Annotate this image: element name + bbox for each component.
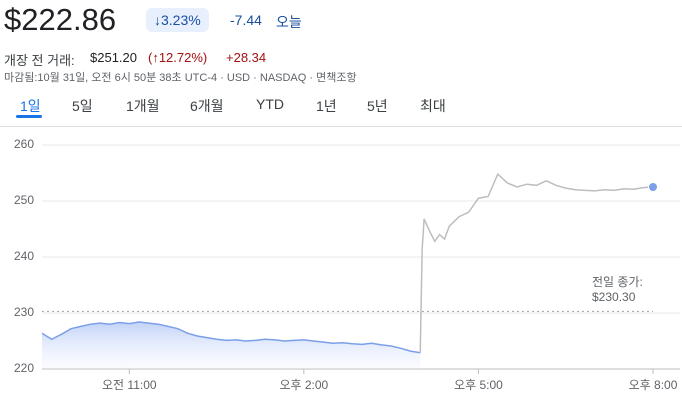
tab[interactable]: 6개월 bbox=[190, 98, 224, 114]
x-tick-label: 오전 11:00 bbox=[102, 378, 157, 392]
x-tick-label: 오후 8:00 bbox=[629, 378, 678, 392]
connector bbox=[419, 248, 423, 353]
tab[interactable]: 5년 bbox=[367, 98, 388, 114]
last-point bbox=[648, 182, 658, 192]
chart: 220 230 240 250 260 오전 11:00 오후 2:00 오후 5:00 오후 … bbox=[14, 137, 680, 392]
previous-close-label: 전일 종가: bbox=[592, 275, 643, 289]
change-percent: ↓3.23% bbox=[146, 8, 209, 32]
info: 마감됨:10월 31일, 오전 6시 50분 38초 UTC-4 · USD ·… bbox=[4, 72, 357, 84]
tab[interactable]: YTD bbox=[256, 96, 284, 112]
tab[interactable]: 1일 bbox=[20, 98, 41, 114]
change: -7.44 bbox=[230, 12, 262, 28]
tab[interactable]: 1개월 bbox=[126, 98, 160, 114]
tab[interactable]: 1년 bbox=[316, 98, 337, 114]
y-tick-label: 250 bbox=[14, 193, 34, 207]
y-tick-label: 220 bbox=[14, 361, 34, 375]
area bbox=[42, 322, 421, 369]
price-line bbox=[41, 321, 421, 354]
tab[interactable]: 5일 bbox=[72, 98, 93, 114]
premarket-label: 개장 전 거래: bbox=[4, 53, 75, 68]
tab[interactable]: 최대 bbox=[420, 98, 446, 114]
y-tick-label: 240 bbox=[14, 249, 34, 263]
y-tick-label: 260 bbox=[14, 137, 34, 151]
period: 오늘 bbox=[276, 14, 302, 30]
price: $222.86 bbox=[4, 2, 117, 37]
previous-close-value: $230.30 bbox=[592, 290, 636, 304]
premarket-change: +28.34 bbox=[226, 50, 267, 65]
premarket-percent: (↑12.72%) bbox=[148, 50, 208, 65]
x-tick-label: 오후 2:00 bbox=[279, 378, 328, 392]
x-tick-label: 오후 5:00 bbox=[454, 378, 503, 392]
separator bbox=[0, 126, 682, 127]
premarket-price: $251.20 bbox=[90, 50, 137, 65]
y-tick-label: 230 bbox=[14, 305, 34, 319]
price-line bbox=[421, 172, 654, 249]
tab-underline bbox=[16, 115, 42, 118]
